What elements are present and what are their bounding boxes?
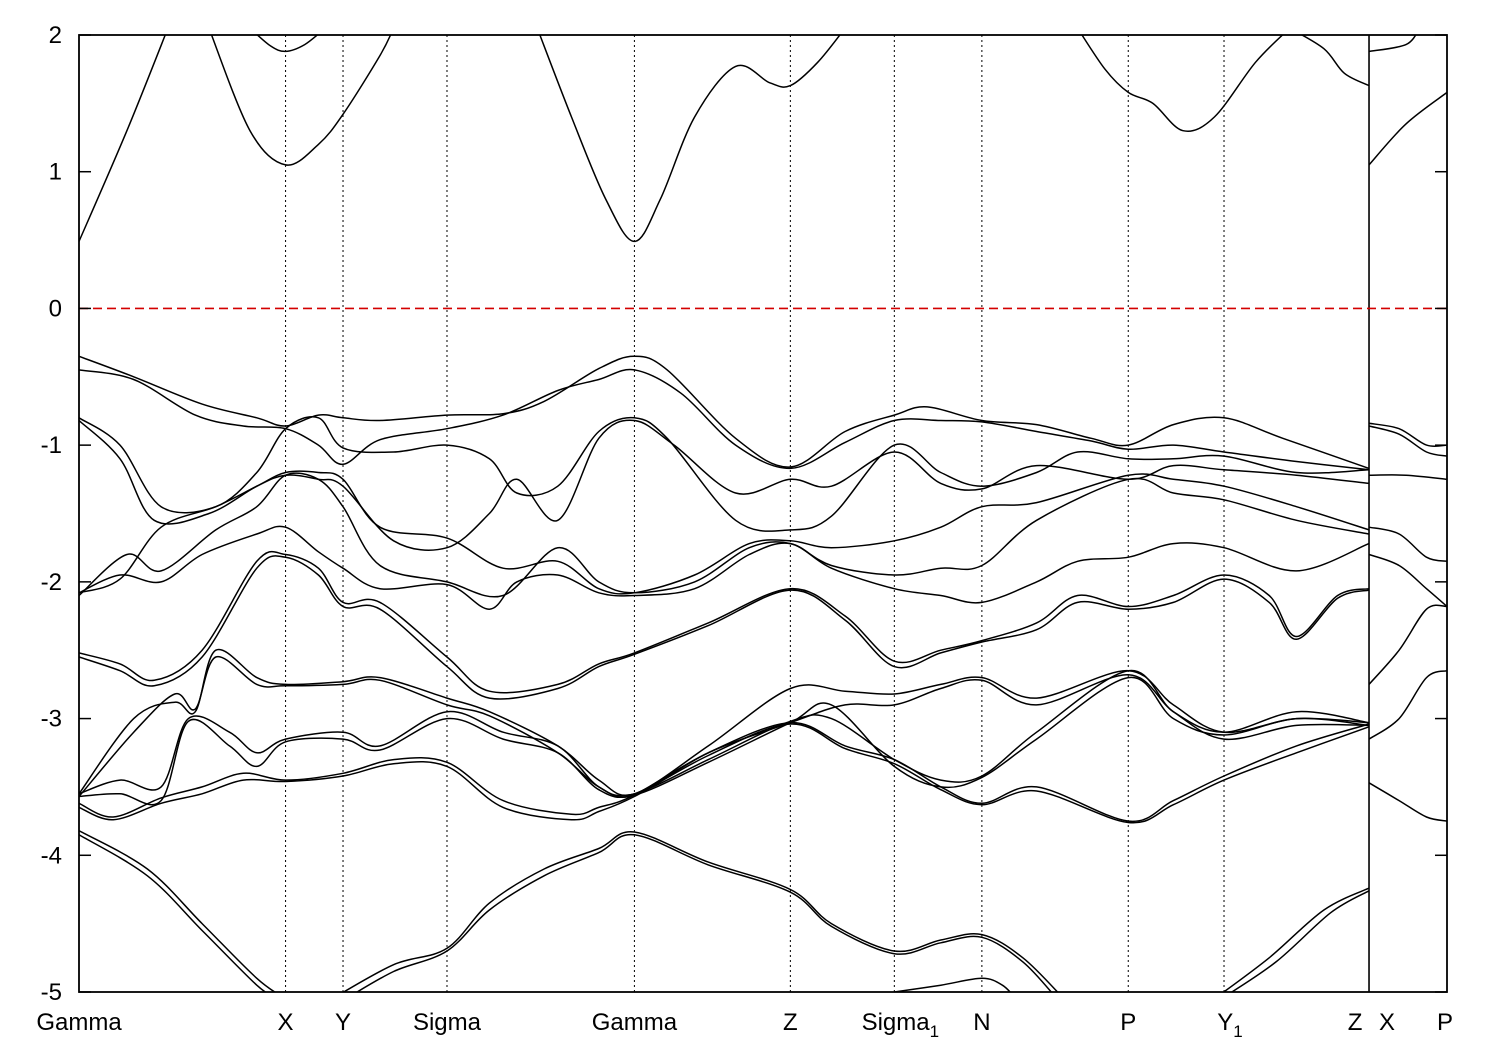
band-line-4	[1081, 35, 1284, 132]
xtick-label-11: X	[1379, 1009, 1395, 1036]
band-line-23	[79, 830, 277, 992]
axes-layer	[78, 34, 1448, 993]
kpoint-gridlines	[285, 35, 1370, 992]
xtick-label-4: Gamma	[592, 1009, 678, 1036]
band-line-17	[79, 648, 1370, 796]
band-line-14	[79, 525, 1370, 610]
xtick-label-0: Gamma	[36, 1009, 122, 1036]
xtick-label-6: Sigma1	[862, 1009, 940, 1041]
xtick-label-10: Z	[1348, 1009, 1363, 1036]
ytick-label-7: 2	[49, 22, 62, 49]
ytick-label-0: -5	[41, 979, 62, 1006]
band-line-35	[1368, 604, 1447, 685]
ytick-label-4: -1	[41, 432, 62, 459]
band-line-26	[355, 833, 1053, 992]
band-line-27	[894, 977, 1012, 992]
band-line-31	[1368, 425, 1447, 457]
ytick-label-6: 1	[49, 159, 62, 186]
bands-layer	[79, 35, 1447, 992]
band-line-18	[79, 656, 1370, 798]
band-line-30	[1368, 422, 1447, 448]
band-line-36	[1368, 669, 1447, 740]
band-line-13	[79, 472, 1370, 598]
xtick-label-5: Z	[783, 1009, 798, 1036]
xtick-label-7: N	[973, 1009, 990, 1036]
xtick-label-2: Y	[335, 1009, 351, 1036]
ytick-label-5: 0	[49, 295, 62, 322]
xtick-label-12: P	[1437, 1009, 1453, 1036]
band-line-15	[79, 550, 1370, 694]
plot-frame	[78, 34, 1448, 993]
band-line-16	[79, 555, 1370, 700]
band-line-21	[79, 721, 1370, 822]
band-line-8	[79, 355, 1370, 470]
xtick-label-9: Y1	[1217, 1009, 1242, 1041]
band-line-5	[1300, 35, 1370, 87]
band-line-19	[79, 669, 1370, 797]
band-line-24	[79, 834, 267, 992]
band-line-11	[79, 419, 1370, 551]
band-line-20	[79, 676, 1370, 806]
ytick-label-1: -4	[41, 842, 62, 869]
band-line-28	[1222, 887, 1370, 992]
xtick-label-1: X	[278, 1009, 294, 1036]
band-line-6	[1368, 91, 1447, 166]
band-line-32	[1368, 474, 1447, 481]
band-line-37	[1368, 782, 1447, 822]
ytick-label-2: -3	[41, 706, 62, 733]
band-line-22	[79, 723, 1370, 824]
xtick-subscript-9: 1	[1233, 1022, 1242, 1041]
band-line-10	[79, 416, 1370, 532]
xtick-subscript-6: 1	[930, 1022, 939, 1041]
band-line-29	[1230, 890, 1370, 992]
band-line-7	[1368, 35, 1417, 53]
ytick-label-3: -2	[41, 569, 62, 596]
band-line-1	[210, 35, 392, 166]
band-line-34	[1368, 553, 1447, 608]
band-line-0	[79, 35, 167, 242]
band-line-2	[256, 35, 319, 53]
band-line-25	[342, 831, 1059, 992]
xtick-label-3: Sigma	[413, 1009, 482, 1036]
band-line-9	[79, 368, 1370, 471]
xtick-label-8: P	[1120, 1009, 1136, 1036]
labels-layer: -5 -4 -3 -2 -1 0 1 2 Gamma X Y Sigma Gamma Z Sigma1 N P Y…	[36, 22, 1453, 1041]
band-line-33	[1368, 526, 1447, 563]
band-line-12	[79, 470, 1370, 595]
band-line-3	[539, 35, 841, 243]
